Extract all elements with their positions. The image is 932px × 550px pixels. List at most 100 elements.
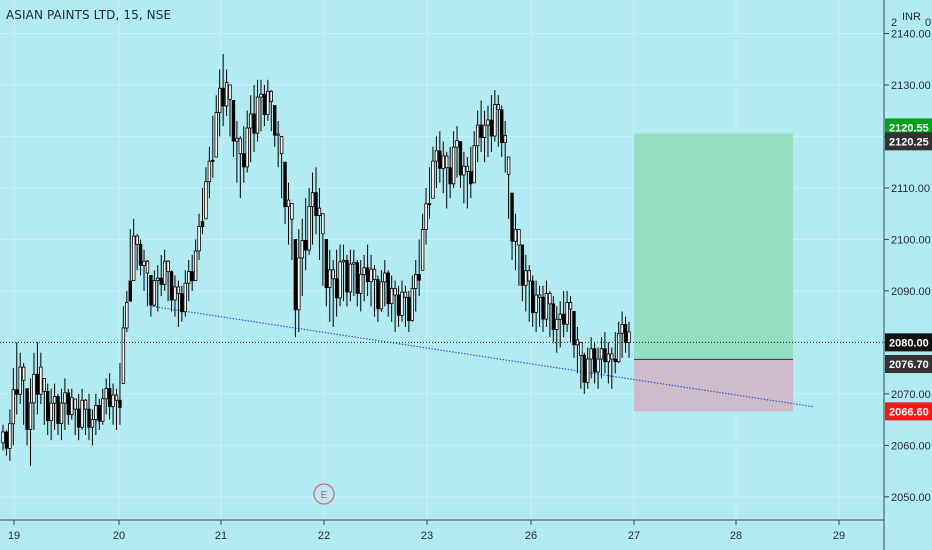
trendline[interactable] xyxy=(152,305,814,408)
candle-body xyxy=(66,392,71,416)
candle-body xyxy=(90,418,95,428)
candle-body xyxy=(551,303,556,330)
candle-body xyxy=(537,294,542,298)
earnings-label: E xyxy=(321,490,328,501)
candle-body xyxy=(56,396,60,424)
time-tick-label: 22 xyxy=(318,530,330,542)
currency-label: INR xyxy=(902,11,921,23)
candle-body xyxy=(469,171,473,185)
candle-body xyxy=(11,389,16,425)
candle-body xyxy=(544,293,549,320)
candle-body xyxy=(524,270,528,286)
candle-body xyxy=(269,90,273,103)
candle-body xyxy=(558,313,562,320)
candle-body xyxy=(530,280,535,313)
candle-body xyxy=(49,402,53,422)
candle-body xyxy=(489,119,494,137)
candle-body xyxy=(500,109,504,144)
candle-body xyxy=(279,136,284,155)
time-axis[interactable]: 19 20 21 22 23 26 27 28 29 xyxy=(0,519,884,542)
candle-body xyxy=(462,165,466,176)
earnings-marker[interactable]: E xyxy=(313,483,335,505)
candle-body xyxy=(235,137,239,142)
candle-body xyxy=(324,239,329,288)
candle-body xyxy=(338,261,342,299)
candle-body xyxy=(365,267,370,283)
candle-body xyxy=(589,348,593,360)
candle-body xyxy=(627,331,631,343)
candle-body xyxy=(169,271,174,301)
current-price-badge-text: 2080.00 xyxy=(889,337,929,349)
candle-body xyxy=(455,140,459,148)
candle-body xyxy=(341,260,346,263)
long-position-tool[interactable] xyxy=(634,133,793,412)
trendline-segment xyxy=(152,305,814,408)
candle-body xyxy=(1,431,5,444)
candle-body xyxy=(166,260,170,272)
candle-body xyxy=(224,82,229,107)
candle-body xyxy=(400,291,404,316)
candle-body xyxy=(76,408,81,428)
price-tick-label: 2100.00 xyxy=(891,234,931,246)
candle-body xyxy=(579,341,583,356)
candle-body xyxy=(568,302,573,310)
candle-body xyxy=(606,353,611,363)
candle-body xyxy=(445,155,449,169)
candle-body xyxy=(35,373,40,395)
price-tick-cut-label-right: 0 xyxy=(925,17,931,29)
candle-body xyxy=(448,167,452,185)
candle-body xyxy=(610,353,614,360)
candle-body xyxy=(506,156,511,175)
candle-body xyxy=(197,226,201,252)
candle-body xyxy=(217,87,222,113)
candle-body xyxy=(541,296,545,320)
time-tick-label: 21 xyxy=(215,530,227,542)
price-badges: 2120.55 2120.25 2080.00 2076.70 2066.60 xyxy=(885,118,932,421)
candle-body xyxy=(52,396,57,404)
candle-body xyxy=(565,302,569,325)
candle-body xyxy=(427,203,432,206)
candle-body xyxy=(97,404,102,422)
price-tick-label: 2050.00 xyxy=(891,492,931,504)
candle-body xyxy=(572,311,576,346)
candle-body xyxy=(510,192,514,242)
candle-body xyxy=(149,275,153,306)
candle-body xyxy=(187,271,191,284)
candle-body xyxy=(472,145,476,184)
candle-body xyxy=(94,404,98,420)
candle-body xyxy=(438,150,442,169)
candle-body xyxy=(28,402,33,430)
candle-body xyxy=(207,160,212,183)
price-tick-label: 2140.00 xyxy=(891,28,931,40)
candle-body xyxy=(193,250,198,281)
candle-body xyxy=(273,105,277,136)
candle-body xyxy=(328,269,332,288)
price-axis[interactable]: 2050.00 2060.00 2070.00 2080.00 2090.00 2100.… xyxy=(883,0,931,550)
candle-body xyxy=(221,87,225,107)
candle-body xyxy=(434,150,439,162)
candle-body xyxy=(424,203,428,230)
candle-body xyxy=(276,133,280,136)
candle-body xyxy=(383,272,387,283)
candle-body xyxy=(345,260,349,293)
candle-body xyxy=(156,277,160,281)
candle-body xyxy=(513,229,518,242)
entry-high-badge-bg xyxy=(885,132,932,151)
candle-body xyxy=(200,220,205,228)
candle-body xyxy=(152,279,157,306)
candle-body xyxy=(214,112,218,158)
candle-body xyxy=(534,294,538,313)
candle-body xyxy=(162,260,167,285)
candle-body xyxy=(300,240,304,259)
candle-body xyxy=(290,202,294,220)
candle-body xyxy=(18,366,22,395)
candle-body xyxy=(496,104,500,111)
target-price-badge-bg xyxy=(885,118,932,137)
loss-zone xyxy=(634,359,793,412)
candle-body xyxy=(42,378,46,392)
candle-body xyxy=(596,358,600,373)
candle-body xyxy=(479,124,483,138)
candle-body xyxy=(238,137,243,155)
